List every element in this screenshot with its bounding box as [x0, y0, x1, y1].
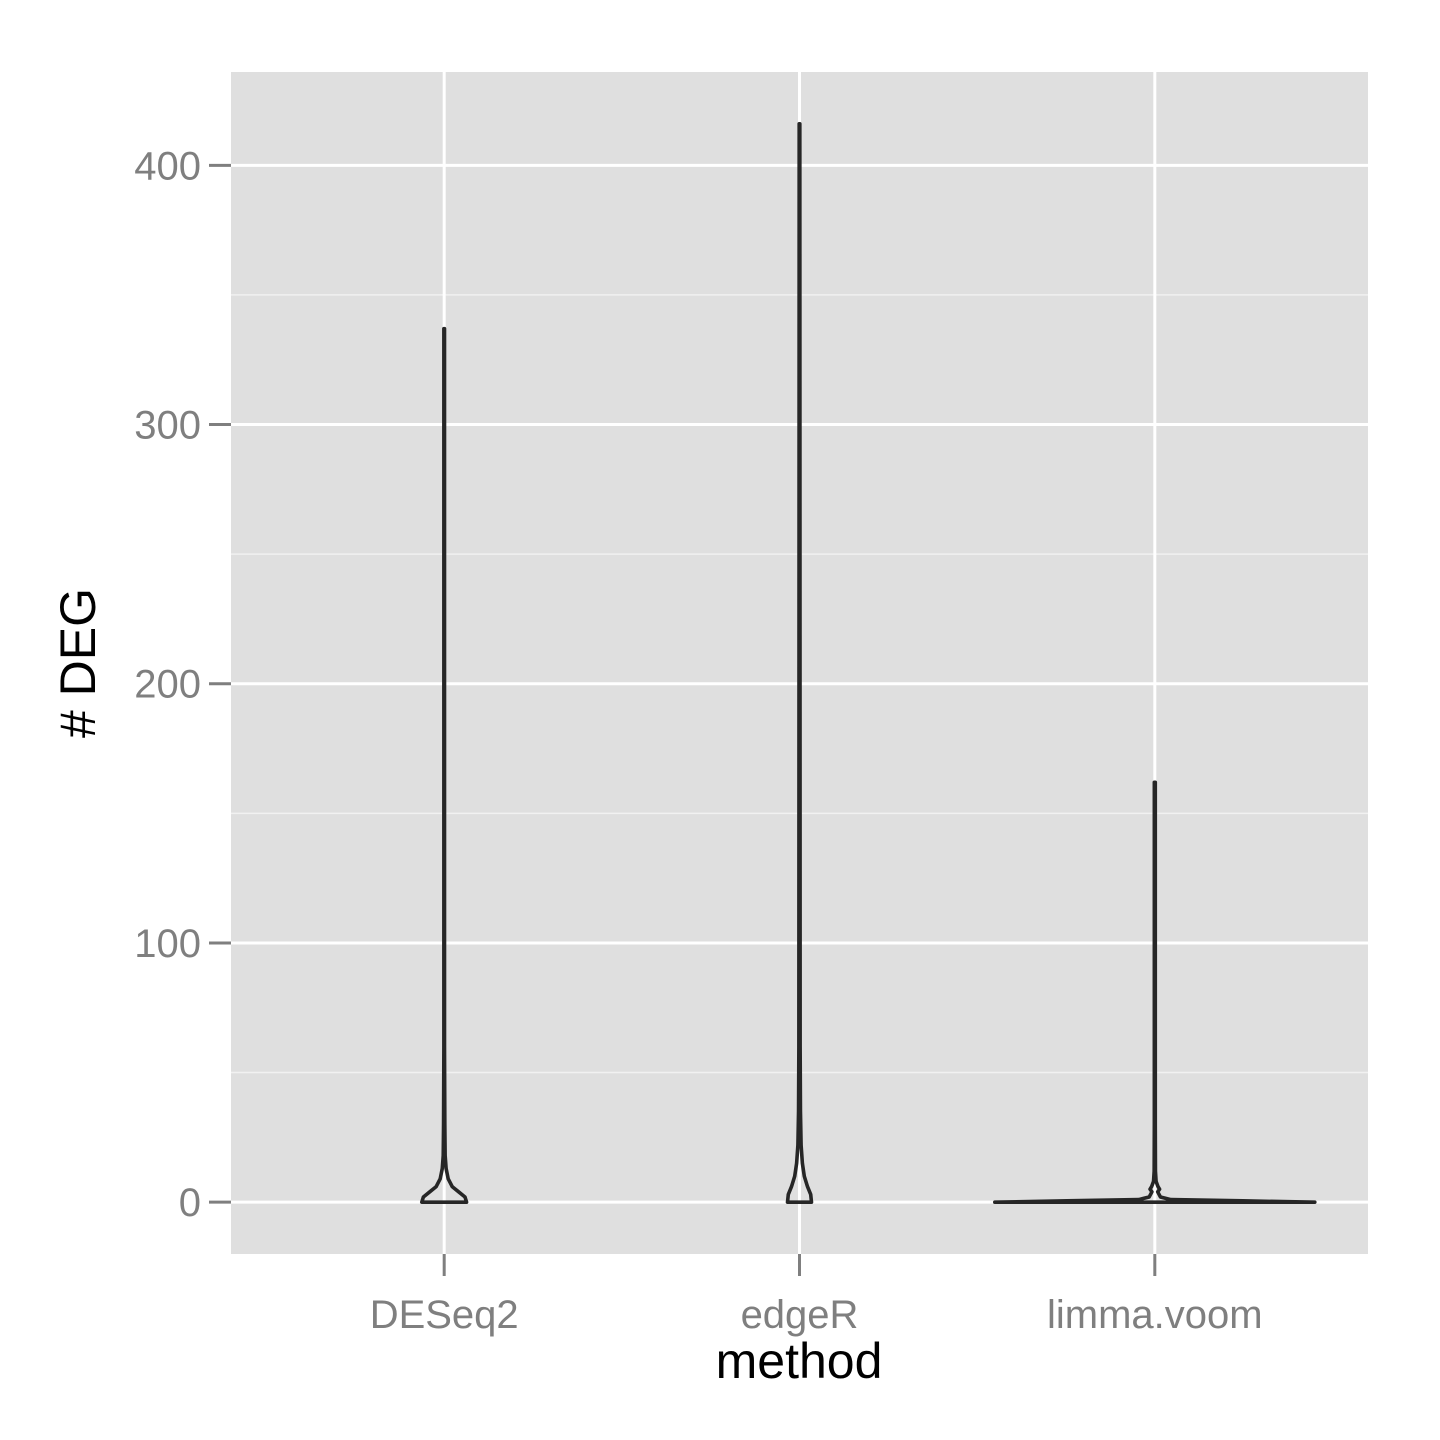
violins — [419, 122, 1317, 1204]
y-tick-label: 100 — [134, 922, 201, 966]
x-tick-label-limma-voom: limma.voom — [1047, 1293, 1263, 1337]
x-tick-label-deseq2: DESeq2 — [370, 1293, 519, 1337]
violin-limma-voom — [993, 780, 1317, 1204]
y-axis-title: # DEG — [50, 588, 106, 738]
x-axis: DESeq2 edgeR limma.voom — [370, 1254, 1263, 1337]
y-tick-label: 300 — [134, 404, 201, 448]
y-tick-label: 0 — [179, 1181, 201, 1225]
y-tick-label: 200 — [134, 663, 201, 707]
x-tick-label-edger: edgeR — [741, 1293, 859, 1337]
x-axis-title: method — [716, 1333, 883, 1389]
violin-edger — [785, 122, 814, 1204]
y-tick-label: 400 — [134, 144, 201, 188]
y-axis: 0 100 200 300 400 — [134, 144, 231, 1225]
violin-deseq2 — [419, 326, 469, 1204]
